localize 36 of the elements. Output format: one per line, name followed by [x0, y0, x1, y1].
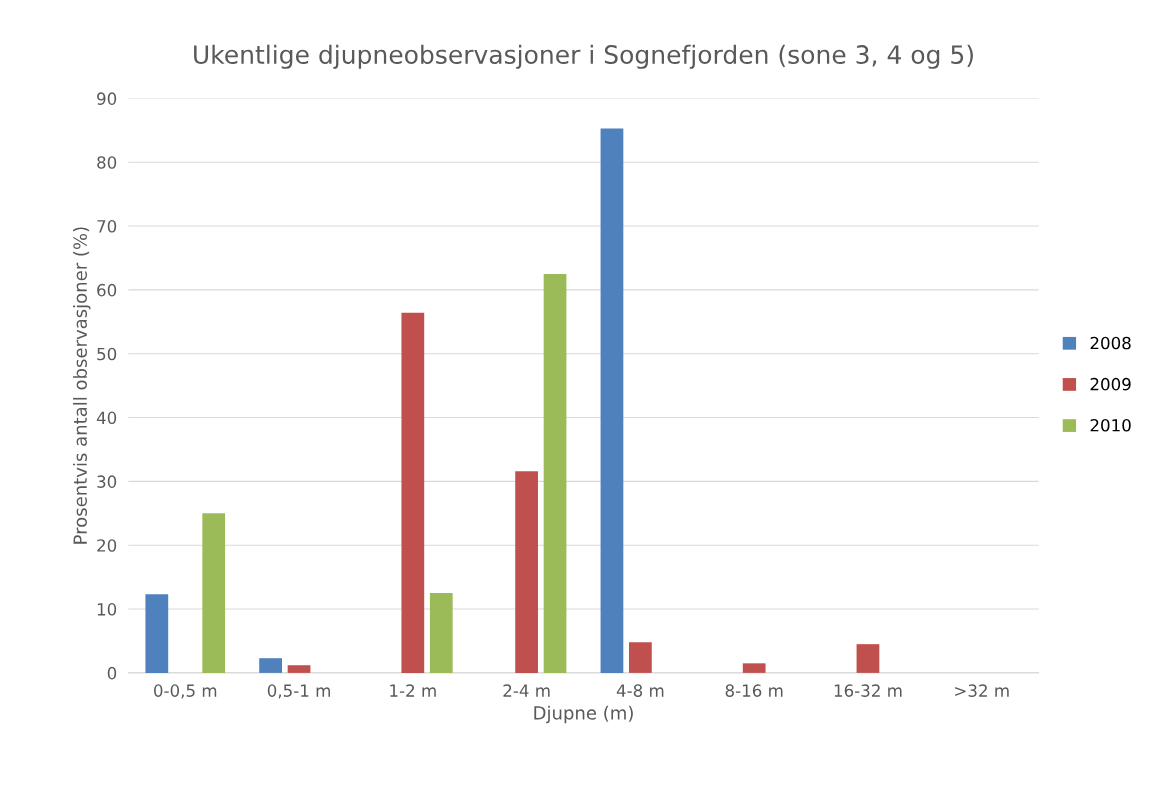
x-tick-label: 16-32 m: [834, 684, 902, 697]
y-tick-label: 20: [97, 539, 117, 552]
bar: [629, 642, 652, 673]
y-tick-label: 50: [97, 347, 117, 361]
bar: [429, 593, 453, 673]
bar: [145, 594, 169, 673]
legend-label: 2009: [1090, 377, 1131, 391]
y-tick-label: 80: [97, 156, 117, 169]
y-tick-label: 70: [97, 220, 117, 233]
bar: [742, 663, 766, 673]
x-tick-label: 1-2 m: [390, 684, 436, 697]
bar: [259, 658, 282, 673]
chart-title: Ukentlige djupneobservasjoner i Sognefjorden (sone 3, 4 og 5): [194, 44, 973, 69]
x-tick-label: 4-8 m: [616, 684, 664, 697]
bar: [202, 513, 226, 673]
legend-label: 2008: [1090, 336, 1131, 350]
bar: [543, 273, 567, 673]
y-axis-title: Prosentvis antall observasjoner (%): [73, 227, 91, 544]
x-tick-label: 0-0,5 m: [154, 684, 217, 699]
y-tick-label: 0: [107, 666, 117, 680]
y-tick-label: 10: [97, 603, 117, 616]
legend-label: 2010: [1090, 418, 1131, 432]
x-tick-label: 0,5-1 m: [267, 684, 330, 699]
bar: [515, 471, 538, 673]
bar: [856, 644, 880, 673]
y-tick-label: 30: [97, 475, 117, 488]
x-axis-title: Djupne (m): [534, 705, 633, 724]
bar: [401, 312, 425, 673]
bar: [600, 128, 624, 673]
x-tick-label: 8-16 m: [725, 684, 783, 697]
y-tick-label: 40: [96, 411, 117, 425]
y-tick-label: 60: [97, 283, 117, 297]
x-tick-label: >32 m: [955, 684, 1009, 697]
y-tick-label: 90: [97, 92, 117, 105]
x-tick-label: 2-4 m: [503, 684, 550, 697]
bar: [287, 665, 311, 673]
